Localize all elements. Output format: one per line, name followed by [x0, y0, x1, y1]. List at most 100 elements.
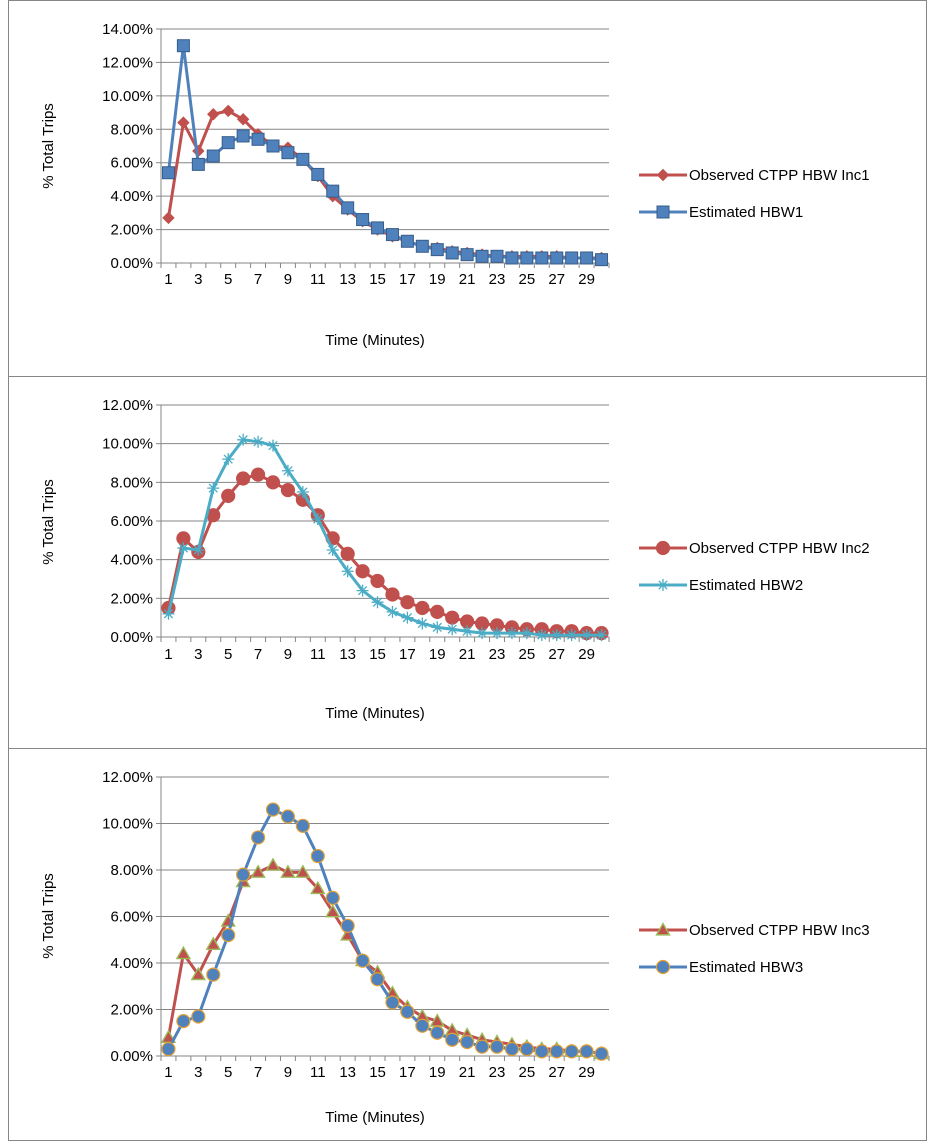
- data-point: [534, 1044, 549, 1059]
- data-point: [355, 953, 370, 968]
- data-point: [250, 830, 266, 845]
- y-axis-label: % Total Trips: [40, 479, 57, 565]
- y-tick-label: 6.00%: [110, 513, 153, 530]
- x-tick-label: 19: [429, 646, 446, 663]
- x-tick-label: 5: [224, 646, 232, 663]
- data-point: [356, 213, 370, 227]
- y-tick-label: 2.00%: [110, 590, 153, 607]
- y-tick-label: 2.00%: [110, 1002, 153, 1019]
- series-2: [162, 433, 608, 642]
- data-point: [461, 625, 474, 638]
- series-2: [161, 39, 609, 267]
- data-point: [326, 544, 339, 556]
- data-point: [371, 596, 384, 609]
- x-tick-label: 5: [224, 1064, 232, 1081]
- x-axis-label: Time (Minutes): [325, 332, 424, 349]
- chart-2-svg: 0.00%2.00%4.00%6.00%8.00%10.00%12.00%1 3 5…: [40, 397, 870, 722]
- data-point: [236, 471, 251, 486]
- x-tick-label: 21: [459, 271, 476, 288]
- y-tick-label: 10.00%: [102, 816, 153, 833]
- x-tick-label: 17: [399, 271, 416, 288]
- x-tick-label: 25: [519, 646, 536, 663]
- y-axis-label: % Total Trips: [40, 103, 57, 189]
- data-point: [535, 629, 548, 642]
- x-tick-label: 15: [369, 271, 386, 288]
- data-point: [385, 995, 400, 1010]
- data-point: [296, 486, 309, 498]
- data-point: [177, 116, 190, 129]
- x-tick-label: 27: [548, 646, 565, 663]
- data-point: [250, 467, 266, 482]
- data-point: [460, 248, 474, 262]
- data-point: [267, 439, 279, 452]
- x-tick-label: 25: [519, 271, 536, 288]
- data-point: [310, 880, 326, 895]
- data-point: [281, 464, 294, 477]
- legend-label: Observed CTPP HBW Inc3: [689, 922, 870, 939]
- series-line: [166, 863, 602, 1056]
- data-point: [265, 857, 281, 871]
- data-point: [190, 966, 207, 981]
- data-point: [460, 1034, 475, 1050]
- y-tick-label: 4.00%: [110, 955, 153, 972]
- data-point: [400, 1004, 415, 1019]
- data-point: [371, 221, 385, 235]
- data-point: [580, 629, 593, 642]
- data-point: [325, 903, 341, 918]
- data-point: [475, 249, 489, 263]
- x-tick-label: 1: [164, 646, 172, 663]
- legend-marker: [656, 168, 670, 182]
- data-point: [415, 600, 430, 616]
- x-tick-label: 29: [578, 646, 595, 663]
- data-point: [281, 146, 295, 160]
- data-point: [474, 1039, 490, 1054]
- data-point: [595, 253, 609, 267]
- y-tick-label: 0.00%: [110, 629, 153, 646]
- data-point: [550, 629, 563, 642]
- data-point: [416, 617, 429, 630]
- data-point: [176, 39, 190, 53]
- data-point: [550, 251, 564, 265]
- series-1: [160, 857, 610, 1060]
- data-point: [490, 249, 504, 263]
- y-tick-label: 0.00%: [110, 1048, 153, 1065]
- data-point: [207, 108, 220, 121]
- data-point: [430, 243, 444, 257]
- legend-label: Estimated HBW3: [689, 959, 803, 976]
- data-point: [535, 251, 549, 265]
- data-point: [520, 251, 534, 265]
- data-point: [191, 157, 205, 171]
- data-point: [415, 239, 429, 253]
- data-point: [430, 604, 445, 619]
- x-tick-label: 1: [164, 1064, 172, 1081]
- data-point: [206, 967, 221, 982]
- data-point: [504, 1041, 520, 1057]
- chart-panel-2: 0.00% 2.00% 4.00% 6.00% 8.00% 10.00% 12.00% 1 3 5…: [8, 376, 927, 749]
- y-tick-label: 2.00%: [110, 222, 153, 239]
- data-point: [400, 234, 414, 248]
- x-tick-label: 11: [310, 271, 326, 288]
- series-line: [167, 438, 602, 637]
- x-tick-label: 25: [519, 1064, 536, 1081]
- data-point: [280, 864, 296, 878]
- data-point: [311, 513, 324, 526]
- x-tick-label: 27: [548, 1064, 565, 1081]
- x-tick-label: 29: [578, 1064, 595, 1081]
- data-point: [177, 542, 190, 555]
- x-tick-label: 27: [548, 271, 565, 288]
- x-tick-label: 3: [194, 646, 202, 663]
- x-tick-label: 15: [369, 646, 386, 663]
- data-point: [505, 627, 518, 640]
- x-tick-label: 11: [310, 646, 326, 663]
- data-point: [565, 629, 578, 642]
- data-point: [431, 621, 444, 634]
- data-point: [162, 211, 175, 225]
- x-tick-label: 3: [194, 1064, 202, 1081]
- data-point: [161, 166, 175, 180]
- data-point: [325, 890, 340, 905]
- x-tick-label: 5: [224, 271, 232, 288]
- legend-marker: [655, 540, 671, 556]
- x-tick-label: 7: [254, 271, 262, 288]
- x-tick-label: 23: [489, 1064, 506, 1081]
- legend-label: Estimated HBW2: [689, 577, 803, 594]
